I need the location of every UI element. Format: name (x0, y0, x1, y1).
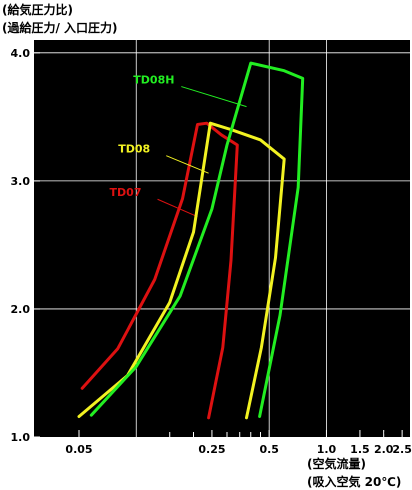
x-tick-label: 1.5 (350, 443, 370, 456)
y-axis-label-line1: (給気圧力比) (2, 3, 73, 17)
series-label-td08: TD08 (118, 143, 150, 156)
x-axis-unit: (m3/s) (367, 424, 407, 437)
x-tick-label: 0.25 (198, 443, 225, 456)
x-tick-label: 0.5 (259, 443, 279, 456)
x-tick-label: 2.0 (374, 443, 394, 456)
x-tick-label: 0.05 (65, 443, 92, 456)
series-leader-td08 (166, 155, 209, 174)
series-curve-td08h (89, 61, 305, 418)
series-label-td07: TD07 (110, 186, 142, 199)
series-leader-td08h (181, 86, 247, 108)
y-tick-label: 2.0 (11, 303, 31, 316)
y-tick-label: 4.0 (11, 47, 31, 60)
y-tick-label: 1.0 (11, 431, 31, 444)
y-tick-label: 3.0 (11, 175, 31, 188)
series-layer: TD07 TD08 TD08H (77, 61, 305, 420)
x-tick-label: 1.0 (317, 443, 337, 456)
y-axis-label-line2: (過給圧力/ 入口圧力) (2, 21, 118, 35)
series-leader-td07 (157, 198, 198, 218)
x-tick-label: 2.5 (392, 443, 412, 456)
tick-labels: 1.02.03.04.00.05 0.25 0.5 1.0 1.5 2.02.5 (11, 47, 412, 456)
x-axis-label-line2: (吸入空気 20℃) (307, 475, 402, 489)
series-curve-td07 (80, 121, 239, 420)
x-axis-label-line1: (空気流量) (307, 457, 366, 471)
series-label-td08h: TD08H (133, 74, 174, 87)
